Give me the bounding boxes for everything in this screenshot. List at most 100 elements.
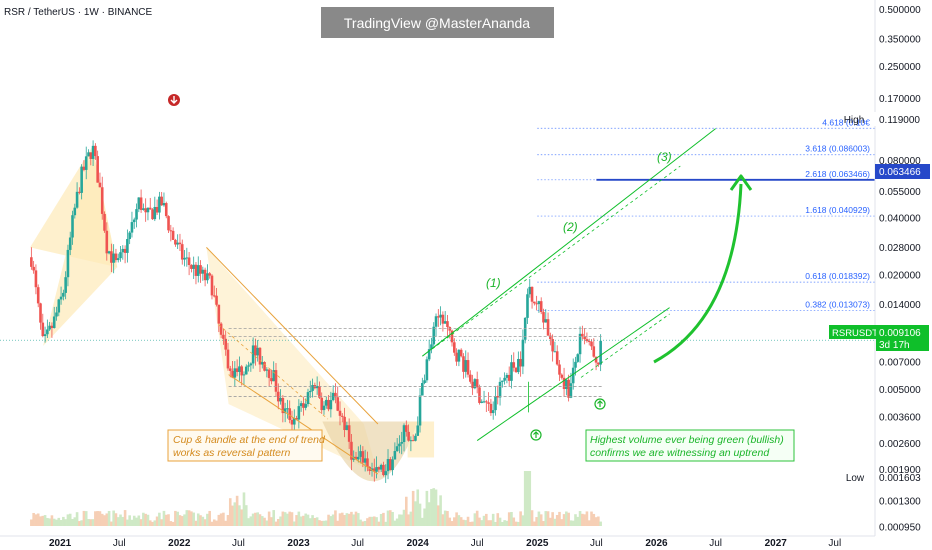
volume-bar bbox=[414, 501, 417, 526]
volume-bar bbox=[158, 512, 161, 526]
wave-label-3: (3) bbox=[657, 150, 672, 164]
candle-body bbox=[100, 187, 104, 214]
volume-bar bbox=[52, 518, 56, 526]
price-tick-label: 0.020000 bbox=[879, 271, 921, 282]
volume-bar bbox=[514, 521, 518, 526]
candle-body bbox=[146, 207, 150, 213]
volume-bar bbox=[190, 511, 193, 526]
candle-body bbox=[562, 377, 566, 390]
time-axis[interactable]: 2021 Jul 2022 Jul 2023 Jul 2024 Jul 2025 Jul 2026 J… bbox=[0, 535, 875, 549]
candle-body bbox=[132, 219, 136, 223]
candle-body bbox=[327, 399, 330, 410]
candle-body bbox=[594, 356, 598, 363]
time-tick-label: Jul bbox=[828, 538, 841, 549]
volume-bar bbox=[100, 513, 104, 526]
volume-bar bbox=[450, 521, 454, 526]
candle-body bbox=[304, 404, 308, 408]
price-tick-label: 0.170000 bbox=[879, 94, 921, 105]
candle-body bbox=[521, 339, 525, 367]
time-tick-label: Jul bbox=[709, 538, 722, 549]
candle-body bbox=[443, 321, 447, 324]
candle-body bbox=[537, 301, 541, 305]
volume-bar bbox=[528, 471, 532, 526]
candle-body bbox=[437, 316, 440, 318]
candle-body bbox=[542, 312, 545, 323]
candle-body bbox=[137, 197, 141, 210]
volume-bars bbox=[30, 471, 602, 526]
volume-bar bbox=[336, 520, 340, 526]
candle-body bbox=[103, 213, 106, 231]
candle-body bbox=[48, 325, 51, 330]
candle-body bbox=[290, 419, 294, 425]
candle-body bbox=[519, 358, 522, 367]
candle-body bbox=[32, 266, 35, 271]
volume-bar bbox=[409, 511, 413, 526]
candle-body bbox=[162, 203, 166, 206]
volume-bar bbox=[48, 518, 51, 526]
volume-bar bbox=[455, 512, 458, 526]
volume-bar bbox=[263, 517, 266, 526]
volume-bar bbox=[247, 518, 250, 526]
volume-bar bbox=[210, 521, 214, 526]
candle-body bbox=[281, 397, 285, 414]
channel-lower-line bbox=[476, 307, 670, 441]
candle-body bbox=[432, 326, 436, 345]
volume-bar bbox=[530, 510, 534, 526]
candle-body bbox=[78, 191, 81, 193]
candle-body bbox=[276, 391, 280, 402]
volume-bar bbox=[153, 520, 157, 526]
candle-body bbox=[36, 287, 40, 304]
candle-body bbox=[592, 346, 596, 357]
volume-bar bbox=[274, 521, 278, 526]
volume-bar bbox=[537, 511, 541, 526]
watermark-box bbox=[321, 7, 554, 38]
volume-bar bbox=[242, 492, 246, 526]
volume-bar bbox=[80, 520, 83, 526]
price-tick-label: 0.350000 bbox=[879, 34, 921, 45]
candle-body bbox=[206, 273, 209, 281]
volume-bar bbox=[50, 515, 54, 526]
volume-bar bbox=[398, 514, 401, 526]
volume-bar bbox=[400, 514, 404, 526]
candle-body bbox=[155, 206, 159, 213]
candle-body bbox=[167, 216, 170, 231]
candle-body bbox=[39, 303, 42, 323]
volume-bar bbox=[503, 520, 506, 526]
projection-arrow-head-icon bbox=[729, 174, 753, 191]
volume-bar bbox=[78, 521, 81, 526]
volume-bar bbox=[363, 520, 367, 526]
volume-bar bbox=[480, 520, 484, 526]
volume-bar bbox=[505, 520, 509, 526]
volume-bar bbox=[334, 510, 337, 526]
candle-body bbox=[530, 286, 534, 302]
candle-body bbox=[196, 265, 200, 276]
high-marker: High bbox=[844, 115, 865, 126]
volume-bar bbox=[311, 515, 314, 526]
price-tick-label: 0.014000 bbox=[879, 300, 921, 311]
volume-bar bbox=[560, 519, 564, 526]
candle-body bbox=[176, 242, 179, 245]
candle-body bbox=[258, 347, 262, 365]
volume-bar bbox=[36, 513, 40, 526]
volume-bar bbox=[469, 521, 472, 526]
volume-bar bbox=[354, 511, 358, 526]
price-axis[interactable]: 0.500000 0.350000 0.250000 0.170000 0.080000… bbox=[874, 0, 921, 536]
volume-bar bbox=[356, 513, 360, 526]
price-tick-label: 0.500000 bbox=[879, 5, 921, 16]
candle-body bbox=[169, 230, 173, 232]
wave-label-2: (2) bbox=[563, 220, 578, 234]
fib-level-label: 2.618 (0.063466) bbox=[805, 169, 870, 179]
candle-body bbox=[347, 425, 351, 442]
candle-body bbox=[30, 257, 33, 267]
volume-bar bbox=[233, 502, 237, 526]
volume-bar bbox=[228, 498, 232, 526]
volume-bar bbox=[308, 518, 312, 526]
candle-body bbox=[164, 203, 168, 217]
volume-bar bbox=[114, 513, 118, 526]
candle-body bbox=[450, 330, 454, 343]
volume-bar bbox=[174, 510, 177, 526]
volume-bar bbox=[459, 517, 463, 526]
volume-bar bbox=[240, 509, 243, 526]
volume-bar bbox=[132, 515, 136, 526]
